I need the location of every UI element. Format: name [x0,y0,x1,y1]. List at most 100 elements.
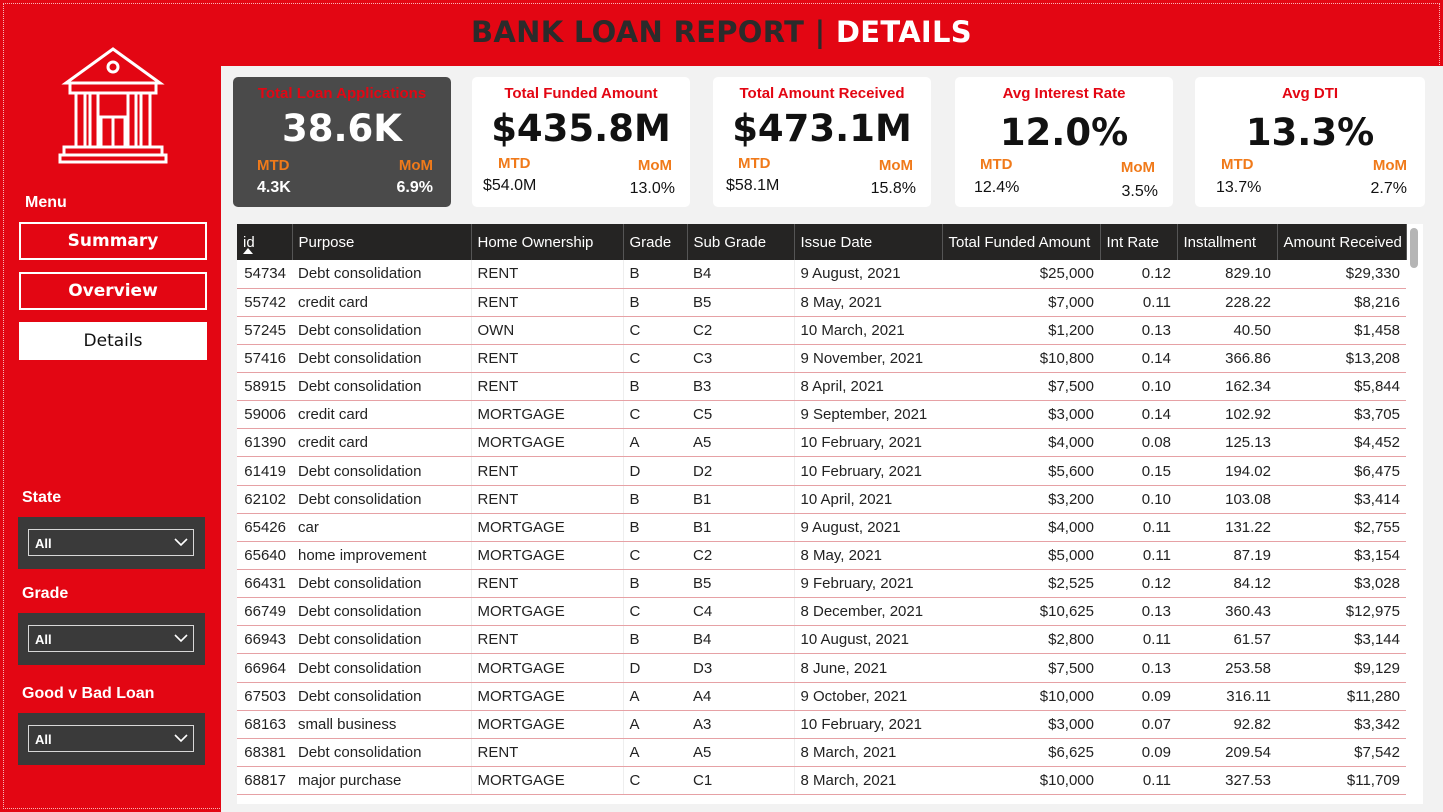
table-row[interactable]: 61390 credit card MORTGAGE A A5 10 February, … [237,428,1406,458]
cell-grade: B [623,260,687,289]
cell-grade: A [623,710,687,739]
state-dropdown[interactable]: All [28,529,194,556]
cell-amount-received: $3,414 [1277,485,1406,514]
cell-purpose: Debt consolidation [292,485,472,514]
kpi-mom-value: 6.9% [396,179,433,196]
cell-installment: 125.13 [1177,428,1277,458]
column-header-issue-date[interactable]: Issue Date [794,224,943,260]
table-scrollbar[interactable] [1410,228,1418,268]
table-row[interactable]: 68381 Debt consolidation RENT A A5 8 March, 2… [237,738,1406,768]
cell-home-ownership: MORTGAGE [471,766,624,796]
table-row[interactable]: 66943 Debt consolidation RENT B B4 10 August,… [237,625,1406,655]
cell-id: 58915 [237,372,292,402]
column-header-purpose[interactable]: Purpose [292,224,472,260]
cell-installment: 40.50 [1177,316,1277,345]
cell-purpose: Debt consolidation [292,456,472,486]
cell-int-rate: 0.08 [1100,428,1177,458]
cell-grade: C [623,316,687,345]
kpi-card-applications[interactable]: Total Loan Applications 38.6K MTD 4.3K M… [233,77,451,207]
kpi-mtd-label: MTD [498,155,531,172]
cell-amount-received: $5,844 [1277,372,1406,402]
page-title-main: BANK LOAN REPORT [471,15,805,49]
table-row[interactable]: 55742 credit card RENT B B5 8 May, 2021 $7,000… [237,288,1406,317]
loan-quality-dropdown[interactable]: All [28,725,194,752]
nav-summary-button[interactable]: Summary [19,222,207,260]
state-slicer: All [18,517,205,569]
cell-home-ownership: MORTGAGE [471,400,624,430]
table-row[interactable]: 61419 Debt consolidation RENT D D2 10 Februar… [237,456,1406,486]
cell-issue-date: 9 October, 2021 [794,682,942,711]
cell-id: 65426 [237,513,292,542]
kpi-title: Avg DTI [1281,85,1339,102]
cell-id: 67503 [237,682,292,711]
kpi-mtd-value: 4.3K [257,179,291,196]
cell-installment: 209.54 [1177,738,1277,768]
kpi-card-funded[interactable]: Total Funded Amount $435.8M MTD $54.0M M… [472,77,690,207]
cell-id: 68381 [237,738,292,768]
cell-installment: 360.43 [1177,597,1277,627]
table-row[interactable]: 65640 home improvement MORTGAGE C C2 8 May, 2… [237,541,1406,571]
kpi-mom-label: MoM [878,157,913,174]
table-row[interactable]: 62102 Debt consolidation RENT B B1 10 April, … [237,485,1406,514]
cell-total-funded: $5,600 [942,456,1100,486]
kpi-card-interest[interactable]: Avg Interest Rate 12.0% MTD 12.4% MoM 3.… [955,77,1173,207]
cell-int-rate: 0.12 [1100,260,1177,289]
chevron-down-icon [174,634,188,643]
nav-overview-button[interactable]: Overview [19,272,207,310]
column-header-grade[interactable]: Grade [623,224,688,260]
table-row[interactable]: 58915 Debt consolidation RENT B B3 8 April, 2… [237,372,1406,402]
cell-total-funded: $2,525 [942,569,1100,599]
cell-sub-grade: C2 [687,316,795,345]
cell-issue-date: 9 August, 2021 [794,513,942,542]
kpi-mom-label: MoM [637,157,672,174]
cell-installment: 327.53 [1177,766,1277,796]
cell-purpose: major purchase [292,766,472,796]
column-header-home-ownership[interactable]: Home Ownership [471,224,624,260]
nav-details-button[interactable]: Details [19,322,207,360]
column-header-total-funded[interactable]: Total Funded Amount [942,224,1101,260]
cell-total-funded: $4,000 [942,428,1100,458]
kpi-mom-value: 2.7% [1370,180,1407,197]
cell-grade: C [623,766,687,796]
column-header-int-rate[interactable]: Int Rate [1100,224,1178,260]
table-row[interactable]: 65426 car MORTGAGE B B1 9 August, 2021 $4,000 0… [237,513,1406,542]
table-row[interactable]: 59006 credit card MORTGAGE C C5 9 September, … [237,400,1406,430]
menu-label: Menu [25,194,67,211]
cell-grade: B [623,372,687,402]
table-row[interactable]: 66749 Debt consolidation MORTGAGE C C4 8 Dece… [237,597,1406,627]
table-row[interactable]: 57416 Debt consolidation RENT C C3 9 November… [237,344,1406,374]
cell-int-rate: 0.12 [1100,569,1177,599]
cell-id: 61390 [237,428,292,458]
kpi-value: 38.6K [282,107,402,150]
cell-installment: 84.12 [1177,569,1277,599]
cell-grade: C [623,344,687,374]
cell-total-funded: $5,000 [942,541,1100,571]
column-header-installment[interactable]: Installment [1177,224,1278,260]
kpi-mom-label: MoM [1372,157,1407,174]
cell-purpose: home improvement [292,541,472,571]
column-header-id[interactable]: id [237,224,293,260]
table-row[interactable]: 66964 Debt consolidation MORTGAGE D D3 8 June… [237,653,1406,683]
kpi-title: Total Loan Applications [257,85,427,102]
grade-dropdown[interactable]: All [28,625,194,652]
column-header-sub-grade[interactable]: Sub Grade [687,224,795,260]
table-row[interactable]: 54734 Debt consolidation RENT B B4 9 August, … [237,260,1406,289]
column-header-amount-received[interactable]: Amount Received [1277,224,1407,260]
cell-purpose: credit card [292,400,472,430]
grade-slicer: All [18,613,205,665]
kpi-card-dti[interactable]: Avg DTI 13.3% MTD 13.7% MoM 2.7% [1195,77,1425,207]
table-row[interactable]: 66431 Debt consolidation RENT B B5 9 February… [237,569,1406,599]
table-row[interactable]: 68163 small business MORTGAGE A A3 10 Februar… [237,710,1406,739]
table-row[interactable]: 57245 Debt consolidation OWN C C2 10 March, 2… [237,316,1406,345]
kpi-card-received[interactable]: Total Amount Received $473.1M MTD $58.1M… [713,77,931,207]
cell-grade: B [623,513,687,542]
cell-installment: 131.22 [1177,513,1277,542]
table-row[interactable]: 67503 Debt consolidation MORTGAGE A A4 9 Octo… [237,682,1406,711]
cell-issue-date: 9 February, 2021 [794,569,942,599]
cell-int-rate: 0.09 [1100,738,1177,768]
cell-int-rate: 0.10 [1100,372,1177,402]
table-row[interactable]: 68817 major purchase MORTGAGE C C1 8 March, 2… [237,766,1406,796]
cell-amount-received: $4,452 [1277,428,1406,458]
cell-sub-grade: B4 [687,625,795,655]
kpi-mtd-value: $54.0M [483,177,537,194]
